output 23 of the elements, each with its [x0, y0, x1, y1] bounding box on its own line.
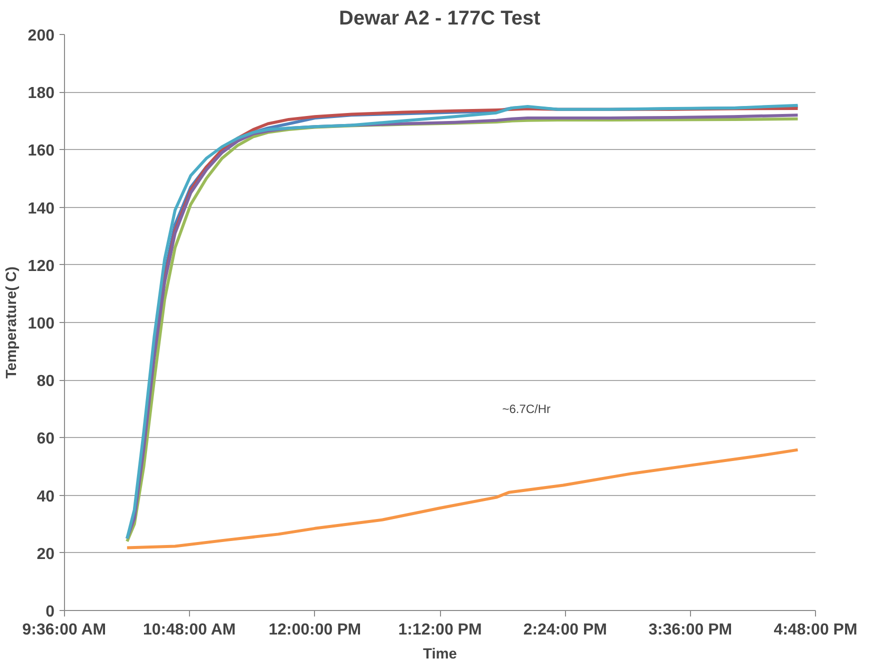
y-tick-label: 120 [28, 258, 55, 275]
x-tick-label: 1:12:00 PM [398, 622, 482, 638]
y-tick-label: 140 [28, 200, 55, 218]
y-tick-label: 40 [36, 488, 55, 506]
chart-title: Dewar A2 - 177C Test [339, 8, 541, 30]
x-tick-label: 9:36:00 AM [22, 622, 106, 638]
y-tick-label: 0 [46, 604, 55, 620]
y-tick-label: 80 [36, 373, 55, 390]
y-tick-label: 180 [28, 85, 55, 102]
x-tick-label: 4:48:00 PM [774, 622, 858, 638]
y-tick-label: 200 [28, 28, 55, 44]
y-tick-label: 60 [36, 430, 55, 448]
y-tick-label: 100 [28, 316, 55, 332]
x-tick-label: 12:00:00 PM [268, 622, 362, 638]
annotation: ~6.7C/Hr [502, 402, 551, 416]
x-axis-title: Time [423, 646, 457, 662]
x-tick-label: 2:24:00 PM [523, 622, 607, 638]
line-series [126, 448, 800, 550]
y-axis-title: Temperature( C) [4, 266, 20, 379]
y-tick-label: 160 [28, 142, 55, 160]
y-tick-label: 20 [36, 546, 55, 563]
x-tick-label: 3:36:00 PM [648, 622, 732, 638]
x-tick-label: 10:48:00 AM [142, 622, 236, 638]
